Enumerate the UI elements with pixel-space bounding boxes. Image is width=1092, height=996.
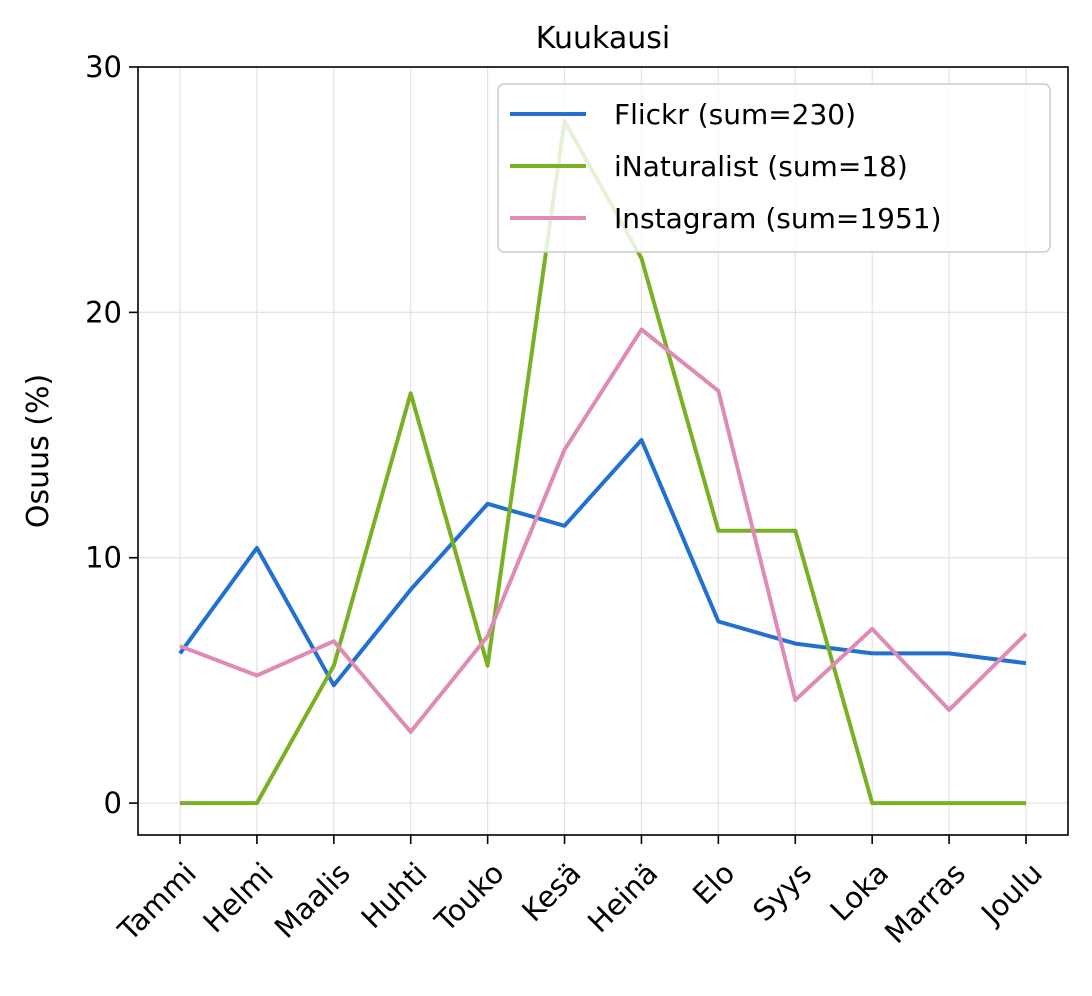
legend-box xyxy=(497,83,1051,253)
x-tick-label: Maalis xyxy=(268,856,357,945)
x-tick-label: Tammi xyxy=(111,856,203,948)
x-tick-label: Huhti xyxy=(354,856,433,935)
x-tick-label: Joulu xyxy=(973,856,1049,932)
x-tick-label: Marras xyxy=(878,856,972,950)
legend-label: iNaturalist (sum=18) xyxy=(614,150,908,183)
y-axis-label: Osuus (%) xyxy=(21,374,56,528)
y-axis: 0 10 20 30 xyxy=(85,50,138,820)
legend-label: Flickr (sum=230) xyxy=(614,98,856,131)
x-tick-label: Touko xyxy=(428,856,511,939)
x-tick-label: Elo xyxy=(686,856,741,911)
y-tick-label: 20 xyxy=(85,295,122,329)
series-line-1 xyxy=(178,438,1027,688)
chart-title: Kuukausi xyxy=(536,21,670,56)
x-tick-label: Kesä xyxy=(515,856,587,928)
legend-label: Instagram (sum=1951) xyxy=(614,202,942,235)
series-line-3 xyxy=(179,327,1028,734)
x-tick-label: Loka xyxy=(823,856,895,928)
y-tick-label: 0 xyxy=(104,786,122,820)
y-tick-label: 10 xyxy=(85,541,122,575)
x-tick-label: Heinä xyxy=(581,856,664,939)
y-tick-label: 30 xyxy=(85,50,122,84)
legend: Flickr (sum=230) iNaturalist (sum=18) Inst… xyxy=(497,83,1051,253)
x-tick-label: Syys xyxy=(746,856,818,928)
plot-frame xyxy=(137,66,1069,836)
x-tick-label: Helmi xyxy=(196,856,279,939)
